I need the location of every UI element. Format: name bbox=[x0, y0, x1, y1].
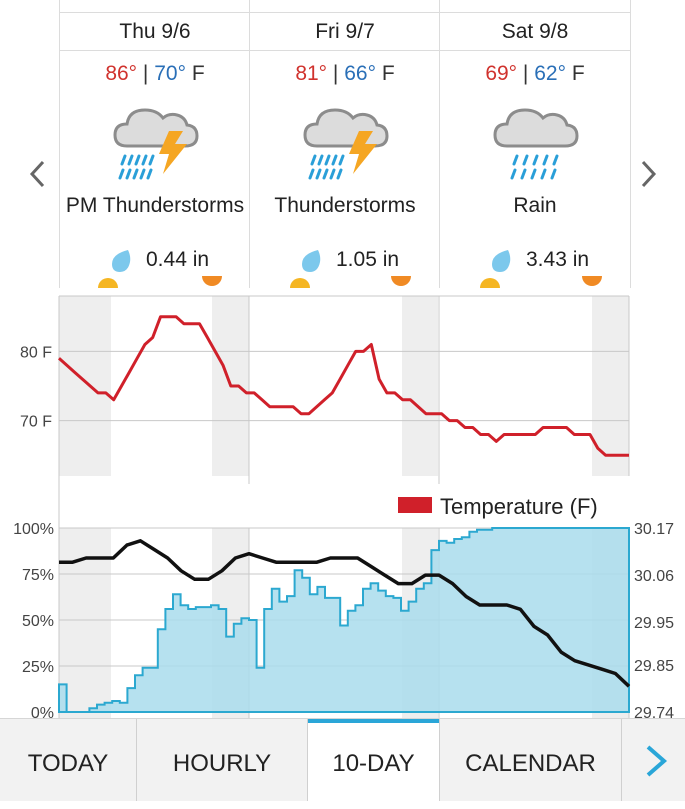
left-y-tick-label: 100% bbox=[13, 521, 54, 538]
night-band bbox=[59, 296, 111, 476]
right-y-tick-label: 29.95 bbox=[634, 615, 674, 632]
precipitation-amount: 0.44 in bbox=[146, 248, 210, 271]
low-temp: 62° bbox=[534, 62, 566, 85]
sunset-icon bbox=[391, 276, 411, 286]
tab-10-day[interactable]: 10-DAY bbox=[308, 719, 439, 801]
left-y-tick-label: 0% bbox=[31, 705, 54, 718]
humidity-pressure-chart: 0% 25% 50% 75% 100% 29.74 29.85 29.95 30.06 30.1… bbox=[13, 484, 674, 718]
tab-divider bbox=[439, 719, 440, 801]
previous-day-arrow-icon[interactable] bbox=[26, 158, 50, 190]
bottom-tab-bar: TODAY HOURLY 10-DAY CALENDAR bbox=[0, 718, 685, 801]
right-y-tick-label: 30.06 bbox=[634, 568, 674, 585]
high-temp: 86° bbox=[105, 62, 138, 85]
condition-text: Thunderstorms bbox=[274, 194, 416, 217]
tab-calendar[interactable]: CALENDAR bbox=[465, 750, 596, 777]
temp-separator: | bbox=[522, 62, 529, 85]
humidity-axis-labels: 0% 25% 50% 75% 100% bbox=[13, 521, 54, 718]
tab-today[interactable]: TODAY bbox=[27, 750, 109, 777]
condition-text: Rain bbox=[513, 194, 557, 217]
sunrise-icon bbox=[290, 278, 310, 288]
temp-unit: F bbox=[571, 62, 585, 85]
night-band bbox=[402, 296, 438, 476]
right-y-tick-label: 29.74 bbox=[634, 705, 674, 718]
sunrise-icon bbox=[98, 278, 118, 288]
y-tick-label: 80 F bbox=[20, 344, 52, 361]
sunset-icon bbox=[582, 276, 602, 286]
tab-hourly[interactable]: HOURLY bbox=[172, 750, 272, 777]
right-y-tick-label: 29.85 bbox=[634, 658, 674, 675]
right-y-tick-label: 30.17 bbox=[634, 521, 674, 538]
day-label: Thu 9/6 bbox=[60, 12, 250, 51]
temp-separator: | bbox=[332, 62, 339, 85]
precipitation-amount: 3.43 in bbox=[526, 248, 590, 271]
thunderstorm-icon bbox=[113, 108, 199, 180]
high-temp: 81° bbox=[295, 62, 328, 85]
temp-unit: F bbox=[381, 62, 395, 85]
temperature-chart: 70 F 80 F bbox=[20, 295, 630, 484]
more-tabs-chevron-icon[interactable] bbox=[636, 741, 676, 781]
temperature-series-line bbox=[58, 315, 629, 457]
raindrop-icon bbox=[302, 250, 321, 272]
day-card-fri[interactable]: Fri 9/7 81° | 66° F Thunderstorms 1.05 i… bbox=[249, 0, 440, 288]
temp-unit: F bbox=[191, 62, 205, 85]
temp-separator: | bbox=[142, 62, 149, 85]
humidity-area bbox=[58, 527, 630, 713]
left-y-tick-label: 75% bbox=[22, 567, 54, 584]
low-temp: 70° bbox=[154, 62, 186, 85]
tab-divider bbox=[621, 719, 622, 801]
condition-text: PM Thunderstorms bbox=[65, 194, 245, 217]
thunderstorm-icon bbox=[303, 108, 389, 180]
tab-divider bbox=[307, 719, 308, 801]
day-label: Fri 9/7 bbox=[250, 12, 440, 51]
raindrop-icon bbox=[112, 250, 131, 272]
day-card-thu[interactable]: Thu 9/6 86° | 70° F PM Thunderstorms 0.4… bbox=[59, 0, 250, 288]
temperature-gridlines bbox=[58, 295, 630, 484]
sunrise-icon bbox=[480, 278, 500, 288]
next-day-arrow-icon[interactable] bbox=[636, 158, 660, 190]
raindrop-icon bbox=[492, 250, 511, 272]
temperature-axis-labels: 70 F 80 F bbox=[20, 344, 52, 430]
sunset-icon bbox=[202, 276, 222, 286]
day-label: Sat 9/8 bbox=[440, 12, 630, 51]
y-tick-label: 70 F bbox=[20, 414, 52, 431]
left-y-tick-label: 25% bbox=[22, 659, 54, 676]
night-bands bbox=[59, 296, 629, 476]
left-y-tick-label: 50% bbox=[22, 613, 54, 630]
legend-label: Temperature (F) bbox=[440, 494, 598, 519]
day-temperatures: 69° | 62° F bbox=[440, 62, 630, 86]
tab-divider bbox=[136, 719, 137, 801]
temperature-legend: Temperature (F) bbox=[398, 494, 598, 519]
legend-swatch bbox=[398, 497, 432, 513]
day-temperatures: 86° | 70° F bbox=[60, 62, 250, 86]
forecast-cards: Thu 9/6 86° | 70° F PM Thunderstorms 0.4… bbox=[0, 0, 685, 288]
day-card-sat[interactable]: Sat 9/8 69° | 62° F Rain 3.43 in bbox=[439, 0, 631, 288]
low-temp: 66° bbox=[344, 62, 376, 85]
rain-icon bbox=[493, 108, 579, 180]
high-temp: 69° bbox=[485, 62, 518, 85]
pressure-axis-labels: 29.74 29.85 29.95 30.06 30.17 bbox=[634, 521, 674, 718]
pressure-line bbox=[59, 539, 631, 688]
precipitation-amount: 1.05 in bbox=[336, 248, 400, 271]
day-temperatures: 81° | 66° F bbox=[250, 62, 440, 86]
